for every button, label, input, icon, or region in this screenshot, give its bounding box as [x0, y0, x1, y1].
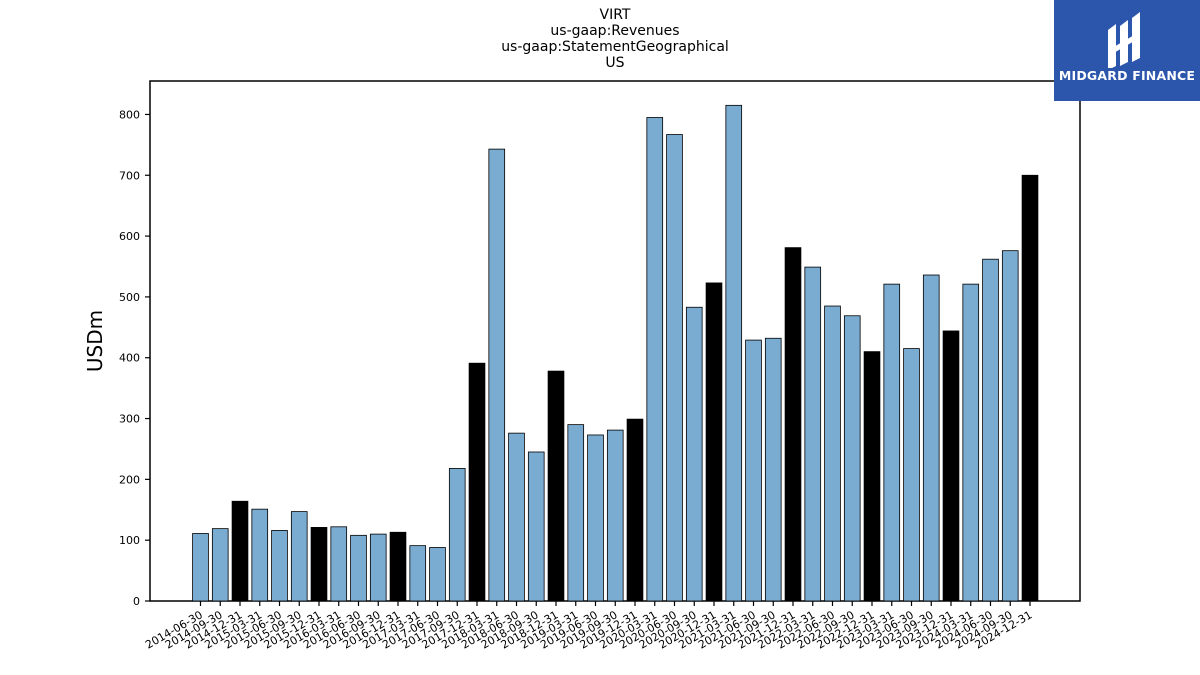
bar-2023-06-30: [903, 348, 920, 602]
y-tick-label-0: 0: [133, 595, 140, 608]
bar-2016-03-31: [330, 526, 348, 602]
y-tick-label-4: 400: [119, 352, 140, 365]
chart-title-line-1: VIRT: [599, 7, 631, 23]
bar-2018-12-31: [547, 370, 565, 602]
bar-2021-12-31: [784, 247, 802, 602]
y-tick-label-1: 100: [119, 534, 140, 547]
midgard-finance-logo: MIDGARD FINANCE: [1054, 0, 1200, 101]
bar-2019-12-31: [626, 418, 644, 602]
y-tick-label-2: 200: [119, 473, 140, 486]
bar-2020-09-30: [685, 306, 703, 602]
bar-2022-06-30: [824, 305, 841, 602]
bar-2017-03-31: [409, 545, 427, 602]
y-axis-label: USDm: [83, 310, 107, 372]
bar-2022-09-30: [843, 315, 861, 602]
bar-2023-12-31: [942, 330, 960, 602]
bar-2022-03-31: [804, 266, 822, 602]
bar-2016-09-30: [369, 533, 387, 602]
bar-2017-09-30: [448, 468, 466, 602]
bar-2021-06-30: [745, 339, 762, 602]
bar-2021-03-31: [725, 104, 743, 602]
y-tick-label-6: 600: [119, 230, 140, 243]
bar-2024-06-30: [982, 258, 999, 602]
bar-2023-09-30: [922, 274, 940, 602]
bar-2024-12-31: [1021, 174, 1039, 602]
bar-2024-03-31: [962, 283, 980, 602]
bar-2016-12-31: [389, 531, 407, 602]
bar-2015-12-31: [310, 527, 328, 602]
bar-2018-06-30: [508, 432, 525, 602]
y-tick-label-3: 300: [119, 413, 140, 426]
chart-title-line-3: us-gaap:StatementGeographical: [501, 39, 729, 55]
bar-2019-03-31: [567, 424, 585, 602]
bar-2014-09-30: [211, 528, 229, 602]
y-tick-label-8: 800: [119, 108, 140, 121]
bar-2018-09-30: [527, 451, 545, 602]
bar-2020-03-31: [646, 117, 664, 602]
bar-2020-12-31: [705, 282, 723, 602]
bar-2022-12-31: [863, 351, 881, 602]
bar-2015-06-30: [271, 530, 288, 602]
bar-2019-06-30: [587, 434, 604, 602]
logo-mark-icon: [1108, 12, 1140, 68]
bar-2019-09-30: [606, 429, 624, 602]
bar-2017-06-30: [429, 547, 446, 602]
bar-2016-06-30: [350, 534, 367, 602]
bar-2021-09-30: [764, 337, 782, 602]
bar-2023-03-31: [883, 283, 901, 602]
bar-2018-03-31: [488, 148, 506, 602]
bar-2015-03-31: [251, 508, 269, 602]
bar-2014-06-30: [192, 533, 209, 602]
chart-title-line-4: US: [605, 55, 625, 71]
bar-2014-12-31: [231, 500, 249, 602]
bar-2017-12-31: [468, 362, 486, 602]
bar-2020-06-30: [666, 134, 683, 602]
chart-title-line-2: us-gaap:Revenues: [550, 23, 680, 39]
bar-2024-09-30: [1001, 250, 1019, 602]
logo-text: MIDGARD FINANCE: [1058, 68, 1196, 83]
y-tick-label-7: 700: [119, 169, 140, 182]
y-tick-label-5: 500: [119, 291, 140, 304]
bar-2015-09-30: [290, 511, 308, 602]
